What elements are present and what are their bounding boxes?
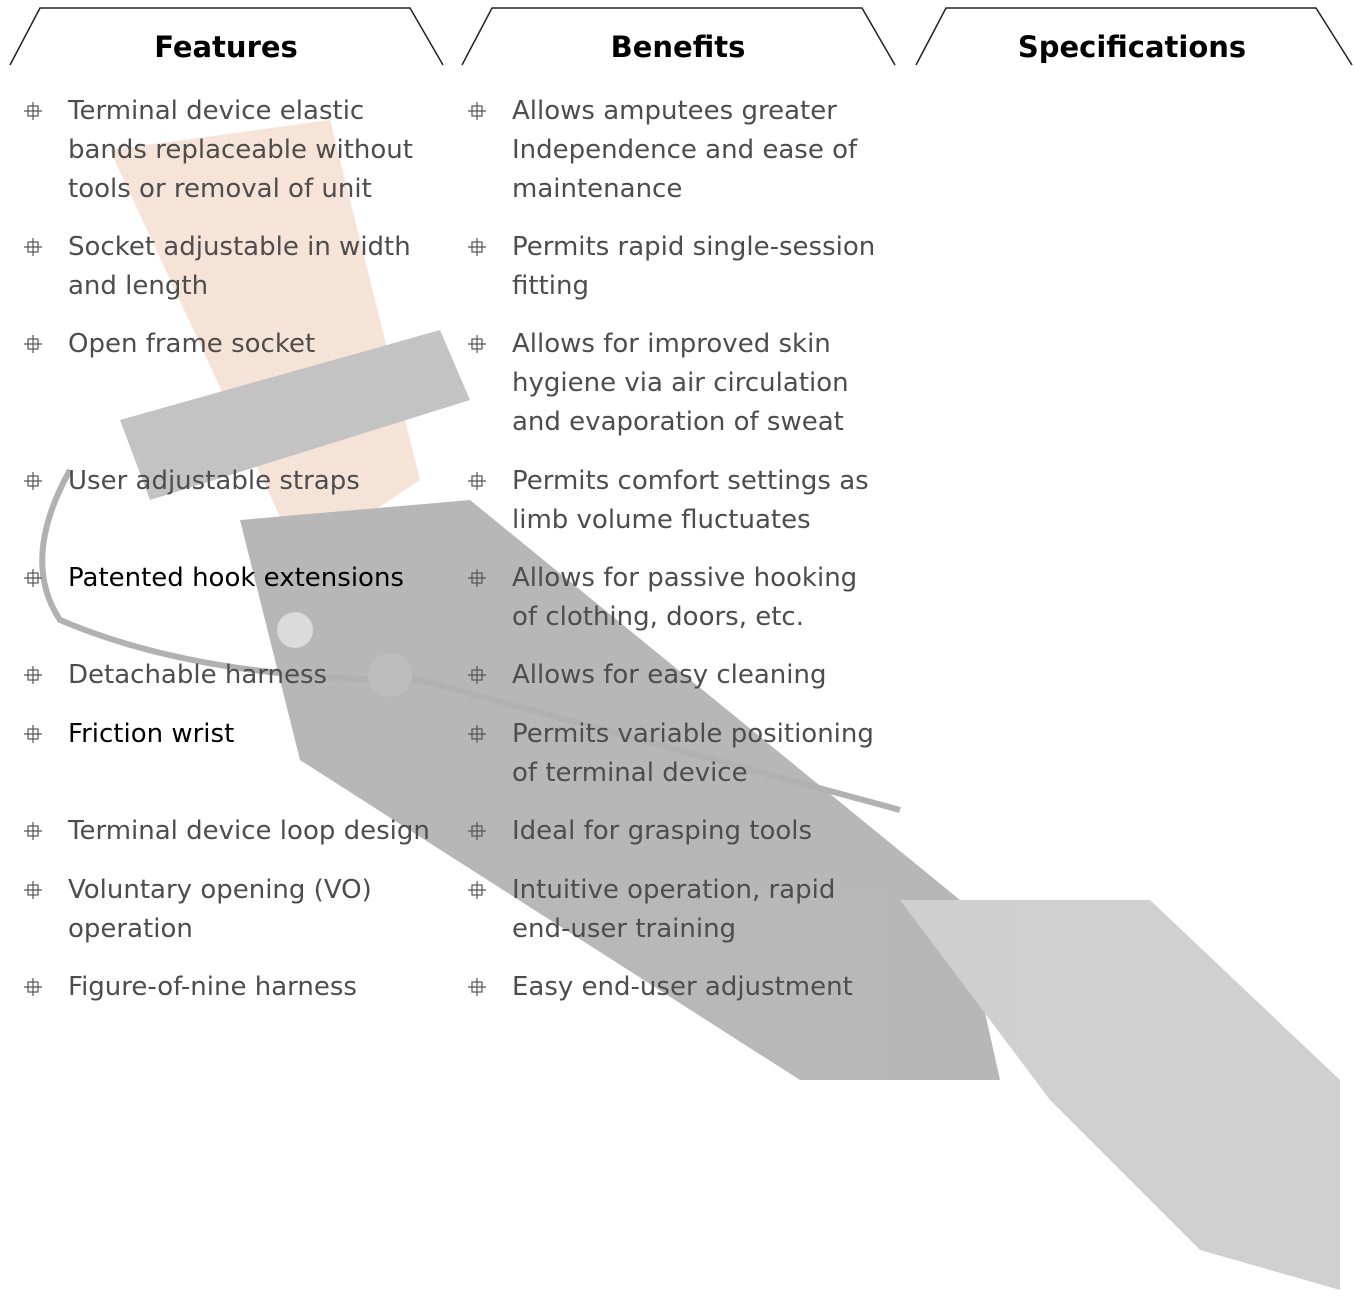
bullet-icon [24, 666, 42, 684]
bullet-icon [468, 238, 486, 256]
bullet-icon [24, 978, 42, 996]
bullet-icon [468, 822, 486, 840]
bullet-icon [24, 335, 42, 353]
bullet-icon [24, 881, 42, 899]
list-item: Socket adjustable in width and length [68, 232, 411, 301]
list-item: Detachable harness [68, 660, 328, 690]
bullet-icon [24, 725, 42, 743]
list-item: Friction wrist [68, 719, 235, 749]
list-item: User adjustable straps [68, 466, 360, 496]
list-item: Allows for easy cleaning [512, 660, 827, 690]
bullet-icon [24, 102, 42, 120]
list-item: Figure-of-nine harness [68, 972, 357, 1002]
list-item: Ideal for grasping tools [512, 816, 813, 846]
list-item: Permits comfort settings as limb volume … [512, 466, 869, 535]
column-heading: Benefits [610, 30, 746, 64]
list-item: Voluntary opening (VO) operation [68, 875, 372, 944]
bullet-icon [468, 472, 486, 490]
bullet-icon [468, 335, 486, 353]
tab-outlines [9, 7, 1353, 66]
bullet-icon [24, 238, 42, 256]
bullet-icon [468, 725, 486, 743]
bullet-icon [468, 978, 486, 996]
column-heading: Features [154, 30, 298, 64]
bullet-icon [24, 472, 42, 490]
arm-photo [39, 120, 1340, 1290]
bullet-icon [24, 822, 42, 840]
bullet-icon [468, 666, 486, 684]
list-item: Permits variable positioning of terminal… [512, 719, 874, 788]
list-item: Intuitive operation, rapid end-user trai… [512, 875, 836, 944]
list-item: Patented hook extensions [68, 563, 404, 593]
bullet-icon [24, 569, 42, 587]
list-item: Allows amputees greater Independence and… [512, 96, 858, 204]
list-item: Allows for passive hooking of clothing, … [512, 563, 858, 632]
list-item: Easy end-user adjustment [512, 972, 853, 1002]
column-heading: Specifications [1017, 30, 1247, 64]
bullet-icon [468, 881, 486, 899]
list-item: Terminal device elastic bands replaceabl… [68, 96, 413, 204]
list-item: Open frame socket [68, 329, 316, 359]
list-item: Permits rapid single-session fitting [512, 232, 876, 301]
bullet-icon [468, 102, 486, 120]
list-item: Allows for improved skin hygiene via air… [512, 329, 849, 437]
list-item: Terminal device loop design [68, 816, 430, 846]
bullet-icon [468, 569, 486, 587]
